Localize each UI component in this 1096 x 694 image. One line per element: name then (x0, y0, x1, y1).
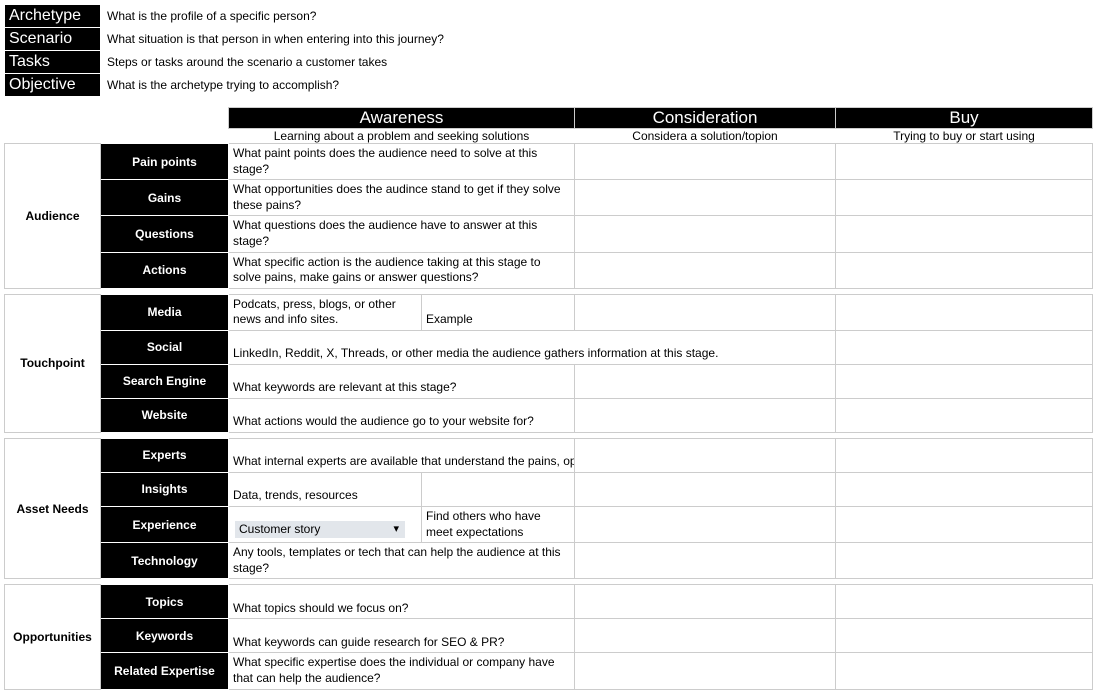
label-scenario: Scenario (5, 28, 101, 51)
cell-media-b[interactable] (836, 294, 1093, 330)
cell-gains-c[interactable] (575, 180, 836, 216)
cell-tech-b[interactable] (836, 543, 1093, 579)
cell-keywords-c[interactable] (575, 619, 836, 653)
cell-rel-c[interactable] (575, 653, 836, 689)
row-site-label: Website (101, 398, 229, 432)
row-media-label: Media (101, 294, 229, 330)
row-topics-label: Topics (101, 585, 229, 619)
cell-social-a[interactable]: LinkedIn, Reddit, X, Threads, or other m… (229, 330, 836, 364)
cell-questions-a[interactable]: What questions does the audience have to… (229, 216, 575, 252)
row-gains-label: Gains (101, 180, 229, 216)
cell-insights-a[interactable]: Data, trends, resources (229, 472, 422, 506)
cell-search-c[interactable] (575, 364, 836, 398)
row-exp-label: Experience (101, 506, 229, 542)
cell-exp-aR[interactable]: Find others who have meet expectations (422, 506, 575, 542)
row-rel-label: Related Expertise (101, 653, 229, 689)
cell-experts-a[interactable]: What internal experts are available that… (229, 438, 575, 472)
cell-site-a[interactable]: What actions would the audience go to yo… (229, 398, 575, 432)
desc-archetype: What is the profile of a specific person… (101, 5, 1092, 28)
stage-consideration-title: Consideration (575, 108, 836, 129)
cell-tech-c[interactable] (575, 543, 836, 579)
cell-exp-dd[interactable]: Customer story (229, 506, 422, 542)
label-tasks: Tasks (5, 51, 101, 74)
cell-questions-c[interactable] (575, 216, 836, 252)
cell-rel-a[interactable]: What specific expertise does the individ… (229, 653, 575, 689)
stage-buy-title: Buy (836, 108, 1093, 129)
cell-pain-b[interactable] (836, 144, 1093, 180)
cell-insights-aR[interactable] (422, 472, 575, 506)
cell-rel-b[interactable] (836, 653, 1093, 689)
cell-tech-a[interactable]: Any tools, templates or tech that can he… (229, 543, 575, 579)
group-opps: Opportunities (5, 585, 101, 689)
label-objective: Objective (5, 74, 101, 97)
cell-exp-c[interactable] (575, 506, 836, 542)
stage-awareness-title: Awareness (229, 108, 575, 129)
label-archetype: Archetype (5, 5, 101, 28)
cell-gains-a[interactable]: What opportunities does the audince stan… (229, 180, 575, 216)
stage-awareness-sub: Learning about a problem and seeking sol… (229, 129, 575, 144)
top-definitions: ArchetypeWhat is the profile of a specif… (4, 4, 1092, 97)
cell-media-aR[interactable]: Example (422, 294, 575, 330)
group-touchpoint: Touchpoint (5, 294, 101, 432)
cell-exp-b[interactable] (836, 506, 1093, 542)
cell-search-b[interactable] (836, 364, 1093, 398)
cell-gains-b[interactable] (836, 180, 1093, 216)
group-assets: Asset Needs (5, 438, 101, 578)
cell-site-c[interactable] (575, 398, 836, 432)
row-pain-label: Pain points (101, 144, 229, 180)
cell-actions-a[interactable]: What specific action is the audience tak… (229, 252, 575, 288)
desc-scenario: What situation is that person in when en… (101, 28, 1092, 51)
cell-media-c[interactable] (575, 294, 836, 330)
cell-insights-c[interactable] (575, 472, 836, 506)
cell-pain-c[interactable] (575, 144, 836, 180)
row-questions-label: Questions (101, 216, 229, 252)
cell-actions-c[interactable] (575, 252, 836, 288)
cell-experts-c[interactable] (575, 438, 836, 472)
cell-questions-b[interactable] (836, 216, 1093, 252)
stage-consideration-sub: Considera a solution/topion (575, 129, 836, 144)
row-social-label: Social (101, 330, 229, 364)
group-audience: Audience (5, 144, 101, 289)
desc-objective: What is the archetype trying to accompli… (101, 74, 1092, 97)
dropdown-customer-story[interactable]: Customer story (235, 521, 405, 539)
desc-tasks: Steps or tasks around the scenario a cus… (101, 51, 1092, 74)
cell-search-a[interactable]: What keywords are relevant at this stage… (229, 364, 575, 398)
cell-topics-b[interactable] (836, 585, 1093, 619)
cell-topics-a[interactable]: What topics should we focus on? (229, 585, 575, 619)
row-tech-label: Technology (101, 543, 229, 579)
cell-media-aL[interactable]: Podcats, press, blogs, or other news and… (229, 294, 422, 330)
cell-keywords-a[interactable]: What keywords can guide research for SEO… (229, 619, 575, 653)
row-experts-label: Experts (101, 438, 229, 472)
row-insights-label: Insights (101, 472, 229, 506)
cell-site-b[interactable] (836, 398, 1093, 432)
cell-actions-b[interactable] (836, 252, 1093, 288)
stage-buy-sub: Trying to buy or start using (836, 129, 1093, 144)
journey-grid: Awareness Consideration Buy Learning abo… (4, 107, 1093, 690)
cell-experts-b[interactable] (836, 438, 1093, 472)
cell-pain-a[interactable]: What paint points does the audience need… (229, 144, 575, 180)
row-keywords-label: Keywords (101, 619, 229, 653)
cell-topics-c[interactable] (575, 585, 836, 619)
row-search-label: Search Engine (101, 364, 229, 398)
cell-insights-b[interactable] (836, 472, 1093, 506)
cell-social-b[interactable] (836, 330, 1093, 364)
cell-keywords-b[interactable] (836, 619, 1093, 653)
row-actions-label: Actions (101, 252, 229, 288)
